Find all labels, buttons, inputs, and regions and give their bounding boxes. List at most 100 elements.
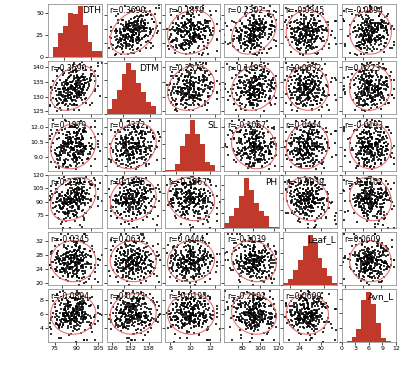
Point bbox=[313, 144, 320, 150]
Point bbox=[87, 302, 93, 309]
Point bbox=[120, 300, 126, 306]
Point bbox=[147, 183, 154, 189]
Point bbox=[366, 143, 373, 149]
Point bbox=[112, 143, 119, 149]
Point bbox=[70, 134, 76, 140]
Point bbox=[113, 249, 120, 255]
Point bbox=[306, 136, 313, 142]
Point bbox=[272, 9, 279, 15]
Point bbox=[115, 148, 121, 154]
Point bbox=[178, 257, 184, 263]
Point bbox=[326, 45, 332, 51]
Point bbox=[314, 143, 321, 149]
Point bbox=[130, 135, 136, 141]
Point bbox=[239, 258, 245, 264]
Point bbox=[179, 200, 186, 206]
Point bbox=[112, 37, 119, 43]
Point bbox=[289, 68, 296, 74]
Point bbox=[125, 301, 132, 307]
Point bbox=[250, 318, 257, 324]
Point bbox=[251, 87, 258, 93]
Point bbox=[298, 143, 304, 149]
Point bbox=[108, 317, 114, 323]
Point bbox=[221, 257, 228, 263]
Point bbox=[255, 247, 262, 253]
Point bbox=[268, 144, 275, 150]
Point bbox=[138, 314, 145, 320]
Point bbox=[129, 43, 135, 49]
Point bbox=[309, 296, 316, 302]
Point bbox=[199, 301, 205, 307]
Point bbox=[120, 49, 126, 55]
Point bbox=[72, 122, 78, 128]
Point bbox=[73, 82, 80, 88]
Point bbox=[92, 321, 98, 327]
Point bbox=[199, 304, 206, 310]
Point bbox=[316, 317, 322, 323]
Point bbox=[140, 160, 147, 166]
Point bbox=[123, 140, 129, 146]
Point bbox=[354, 32, 360, 38]
Point bbox=[350, 173, 357, 179]
Point bbox=[265, 61, 272, 67]
Point bbox=[133, 317, 140, 323]
Point bbox=[129, 27, 135, 33]
Point bbox=[255, 92, 261, 98]
Point bbox=[187, 296, 194, 302]
Point bbox=[383, 244, 390, 250]
Point bbox=[126, 193, 132, 199]
Point bbox=[301, 145, 308, 151]
Point bbox=[399, 196, 400, 203]
Point bbox=[298, 100, 304, 106]
Point bbox=[54, 292, 60, 298]
Point bbox=[264, 8, 270, 14]
Point bbox=[352, 107, 358, 113]
Point bbox=[64, 211, 71, 217]
Point bbox=[129, 303, 136, 309]
Point bbox=[300, 141, 307, 147]
Point bbox=[304, 136, 310, 142]
Point bbox=[254, 259, 260, 265]
Point bbox=[88, 325, 94, 331]
Point bbox=[62, 200, 68, 206]
Point bbox=[140, 325, 147, 331]
Point bbox=[74, 253, 80, 259]
Point bbox=[81, 231, 88, 237]
Point bbox=[74, 82, 81, 88]
Point bbox=[56, 193, 62, 199]
Point bbox=[77, 252, 84, 258]
Point bbox=[364, 117, 371, 124]
Point bbox=[71, 249, 77, 255]
Point bbox=[256, 134, 262, 140]
Point bbox=[56, 193, 63, 199]
Point bbox=[130, 259, 136, 265]
Point bbox=[289, 181, 295, 187]
Point bbox=[166, 81, 173, 87]
Point bbox=[305, 148, 312, 154]
Point bbox=[246, 26, 252, 32]
Point bbox=[76, 92, 82, 98]
Point bbox=[184, 69, 190, 75]
Point bbox=[47, 193, 53, 199]
Point bbox=[296, 296, 303, 302]
Point bbox=[352, 114, 358, 120]
Point bbox=[201, 256, 208, 262]
Point bbox=[193, 271, 199, 277]
Point bbox=[298, 302, 304, 308]
Point bbox=[197, 299, 204, 305]
Point bbox=[375, 270, 381, 276]
Point bbox=[224, 231, 231, 237]
Point bbox=[129, 196, 135, 202]
Point bbox=[372, 257, 379, 263]
Point bbox=[78, 86, 84, 92]
Point bbox=[257, 318, 264, 324]
Point bbox=[139, 301, 145, 307]
Point bbox=[56, 336, 62, 342]
Point bbox=[53, 82, 59, 88]
Point bbox=[177, 271, 183, 277]
Point bbox=[89, 100, 95, 106]
Point bbox=[257, 114, 263, 120]
Point bbox=[121, 188, 127, 194]
Point bbox=[276, 86, 283, 92]
Point bbox=[124, 255, 131, 261]
